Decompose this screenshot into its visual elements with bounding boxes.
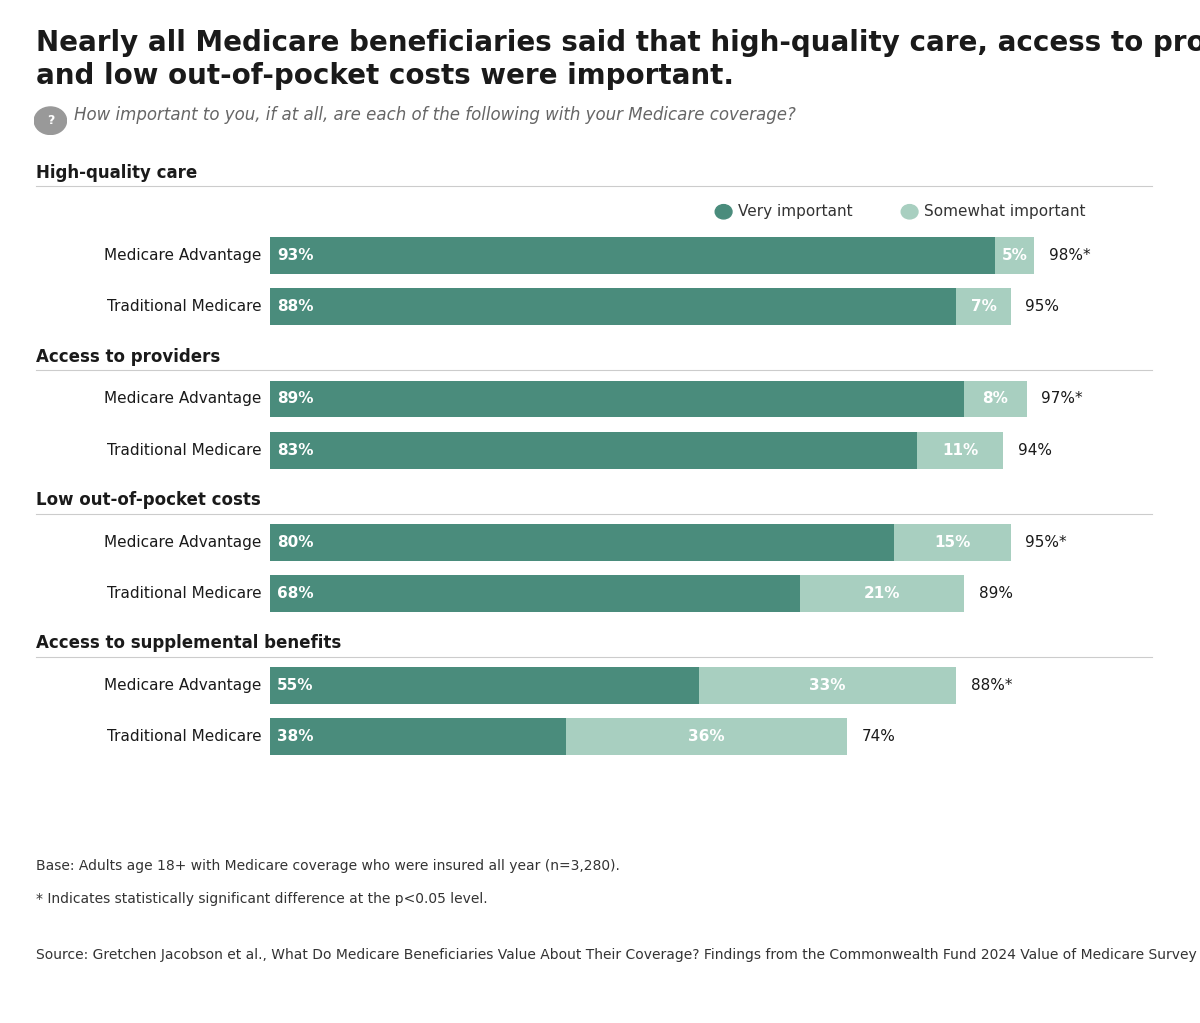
- Text: 33%: 33%: [810, 678, 846, 693]
- Text: 89%: 89%: [979, 586, 1013, 601]
- Text: 68%: 68%: [277, 586, 314, 601]
- Text: 74%: 74%: [862, 729, 895, 744]
- Text: * Indicates statistically significant difference at the p<0.05 level.: * Indicates statistically significant di…: [36, 892, 487, 906]
- Text: Base: Adults age 18+ with Medicare coverage who were insured all year (n=3,280).: Base: Adults age 18+ with Medicare cover…: [36, 859, 620, 874]
- Text: 55%: 55%: [277, 678, 313, 693]
- Text: 98%*: 98%*: [1049, 249, 1091, 263]
- Text: 89%: 89%: [277, 392, 313, 406]
- Text: 93%: 93%: [277, 249, 313, 263]
- Text: 83%: 83%: [277, 443, 313, 457]
- Text: How important to you, if at all, are each of the following with your Medicare co: How important to you, if at all, are eac…: [74, 105, 797, 124]
- Text: Access to supplemental benefits: Access to supplemental benefits: [36, 634, 341, 653]
- Circle shape: [35, 107, 66, 134]
- Text: 5%: 5%: [1002, 249, 1028, 263]
- Text: 36%: 36%: [689, 729, 725, 744]
- Text: 94%: 94%: [1018, 443, 1051, 457]
- Text: Very important: Very important: [738, 205, 853, 219]
- Text: Nearly all Medicare beneficiaries said that high-quality care, access to provide: Nearly all Medicare beneficiaries said t…: [36, 29, 1200, 90]
- Text: 88%*: 88%*: [971, 678, 1013, 693]
- Text: Traditional Medicare: Traditional Medicare: [107, 443, 262, 457]
- Text: 88%: 88%: [277, 300, 313, 314]
- Text: Medicare Advantage: Medicare Advantage: [104, 535, 262, 549]
- Text: Medicare Advantage: Medicare Advantage: [104, 392, 262, 406]
- Text: Traditional Medicare: Traditional Medicare: [107, 586, 262, 601]
- Text: Low out-of-pocket costs: Low out-of-pocket costs: [36, 491, 260, 509]
- Text: Source: Gretchen Jacobson et al., What Do Medicare Beneficiaries Value About The: Source: Gretchen Jacobson et al., What D…: [36, 948, 1200, 963]
- Text: 11%: 11%: [942, 443, 978, 457]
- Text: 8%: 8%: [983, 392, 1008, 406]
- Text: Access to providers: Access to providers: [36, 348, 221, 366]
- Text: ?: ?: [47, 115, 54, 127]
- Text: 95%: 95%: [1026, 300, 1060, 314]
- Text: Medicare Advantage: Medicare Advantage: [104, 249, 262, 263]
- Text: 38%: 38%: [277, 729, 313, 744]
- Text: 80%: 80%: [277, 535, 313, 549]
- Text: Medicare Advantage: Medicare Advantage: [104, 678, 262, 693]
- Text: 95%*: 95%*: [1026, 535, 1067, 549]
- Text: 15%: 15%: [935, 535, 971, 549]
- Text: Traditional Medicare: Traditional Medicare: [107, 729, 262, 744]
- Text: High-quality care: High-quality care: [36, 164, 197, 182]
- Text: 97%*: 97%*: [1042, 392, 1082, 406]
- Text: 7%: 7%: [971, 300, 997, 314]
- Text: 21%: 21%: [864, 586, 900, 601]
- Text: Traditional Medicare: Traditional Medicare: [107, 300, 262, 314]
- Text: Somewhat important: Somewhat important: [924, 205, 1086, 219]
